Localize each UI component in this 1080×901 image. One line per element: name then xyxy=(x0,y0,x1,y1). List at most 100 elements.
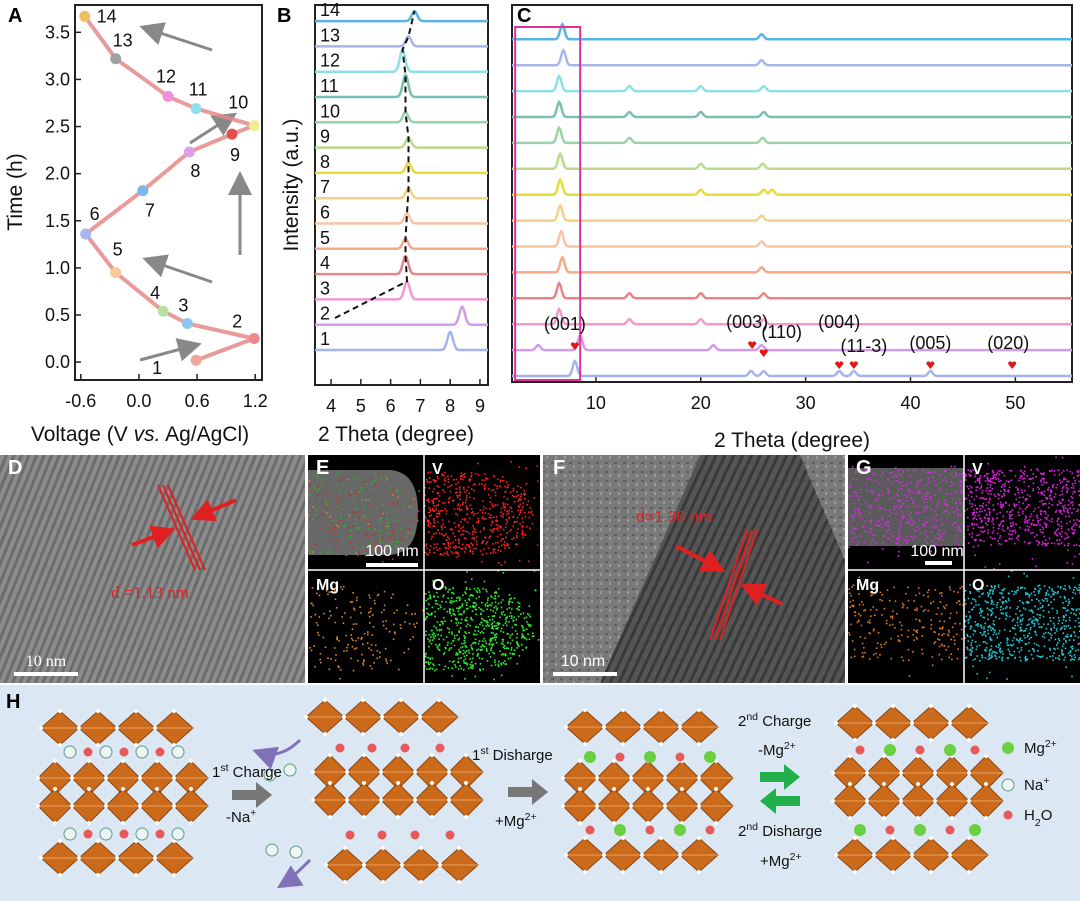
map-dot xyxy=(878,483,880,485)
map-dot xyxy=(934,480,936,482)
map-dot xyxy=(923,626,925,628)
map-dot xyxy=(998,644,1000,646)
map-dot xyxy=(975,539,977,541)
map-dot xyxy=(435,603,437,605)
map-dot xyxy=(921,649,923,651)
map-dot xyxy=(519,466,521,468)
map-dot xyxy=(994,630,996,632)
map-dot xyxy=(991,610,993,612)
map-dot xyxy=(887,589,889,591)
map-dot xyxy=(961,586,963,588)
map-dot xyxy=(427,598,429,600)
map-dot xyxy=(485,589,487,591)
map-dot xyxy=(1003,493,1005,495)
map-dot xyxy=(1019,642,1021,644)
map-dot xyxy=(967,620,969,622)
map-dot xyxy=(894,497,896,499)
map-dot xyxy=(941,613,943,615)
map-dot xyxy=(1034,594,1036,596)
map-dot xyxy=(1069,639,1071,641)
map-dot xyxy=(434,544,436,546)
map-dot xyxy=(360,487,362,489)
map-dot xyxy=(934,631,936,633)
map-dot xyxy=(519,603,521,605)
map-dot xyxy=(916,638,918,640)
map-dot xyxy=(491,605,493,607)
map-dot xyxy=(454,601,456,603)
map-dot xyxy=(425,545,427,547)
map-dot xyxy=(436,513,438,515)
map-dot xyxy=(497,504,499,506)
map-dot xyxy=(919,493,921,495)
map-dot xyxy=(462,518,464,520)
map-dot xyxy=(875,542,877,544)
map-dot xyxy=(309,484,311,486)
map-dot xyxy=(451,615,453,617)
map-dot xyxy=(357,492,359,494)
map-dot xyxy=(1025,594,1027,596)
map-dot xyxy=(459,486,461,488)
map-dot xyxy=(382,621,384,623)
map-dot xyxy=(1067,545,1069,547)
map-dot xyxy=(1001,486,1003,488)
map-dot xyxy=(892,610,894,612)
map-dot xyxy=(510,529,512,531)
map-dot xyxy=(466,505,468,507)
map-dot xyxy=(946,481,948,483)
map-dot xyxy=(875,653,877,655)
map-dot xyxy=(980,487,982,489)
map-dot xyxy=(1001,495,1003,497)
map-dot xyxy=(493,489,495,491)
map-dot xyxy=(518,616,520,618)
map-dot xyxy=(351,493,353,495)
na-ion xyxy=(266,844,278,856)
map-dot xyxy=(359,491,361,493)
map-dot xyxy=(451,633,453,635)
h2o-ion xyxy=(436,744,445,753)
map-dot xyxy=(437,549,439,551)
map-dot xyxy=(503,625,505,627)
map-dot xyxy=(455,552,457,554)
map-dot xyxy=(999,630,1001,632)
map-dot xyxy=(472,619,474,621)
oxygen xyxy=(396,753,400,757)
map-dot xyxy=(1038,523,1040,525)
map-dot xyxy=(884,522,886,524)
map-dot xyxy=(956,474,958,476)
map-dot xyxy=(377,658,379,660)
map-dot xyxy=(517,663,519,665)
map-dot xyxy=(471,512,473,514)
map-dot xyxy=(474,606,476,608)
map-dot xyxy=(928,481,930,483)
map-dot xyxy=(492,522,494,524)
map-dot xyxy=(520,487,522,489)
map-dot xyxy=(998,584,1000,586)
map-dot xyxy=(1020,638,1022,640)
map-dot xyxy=(504,510,506,512)
map-dot xyxy=(951,466,953,468)
map-dot xyxy=(425,600,427,602)
map-dot xyxy=(352,628,354,630)
map-dot xyxy=(465,548,467,550)
map-dot xyxy=(1069,620,1071,622)
map-dot xyxy=(1013,530,1015,532)
map-dot xyxy=(933,471,935,473)
map-dot xyxy=(488,653,490,655)
map-dot xyxy=(327,552,329,554)
oxygen xyxy=(967,799,971,803)
process-label-part: 2+ xyxy=(790,851,802,863)
map-dot xyxy=(987,479,989,481)
map-dot xyxy=(456,492,458,494)
map-dot xyxy=(1019,639,1021,641)
map-dot xyxy=(996,604,998,606)
map-dot xyxy=(436,669,438,671)
map-dot xyxy=(381,539,383,541)
map-dot xyxy=(1053,652,1055,654)
map-dot xyxy=(331,491,333,493)
map-dot xyxy=(864,531,866,533)
map-dot xyxy=(896,476,898,478)
h2o-ion xyxy=(886,826,895,835)
map-dot xyxy=(928,478,930,480)
map-dot xyxy=(517,544,519,546)
map-dot xyxy=(340,490,342,492)
